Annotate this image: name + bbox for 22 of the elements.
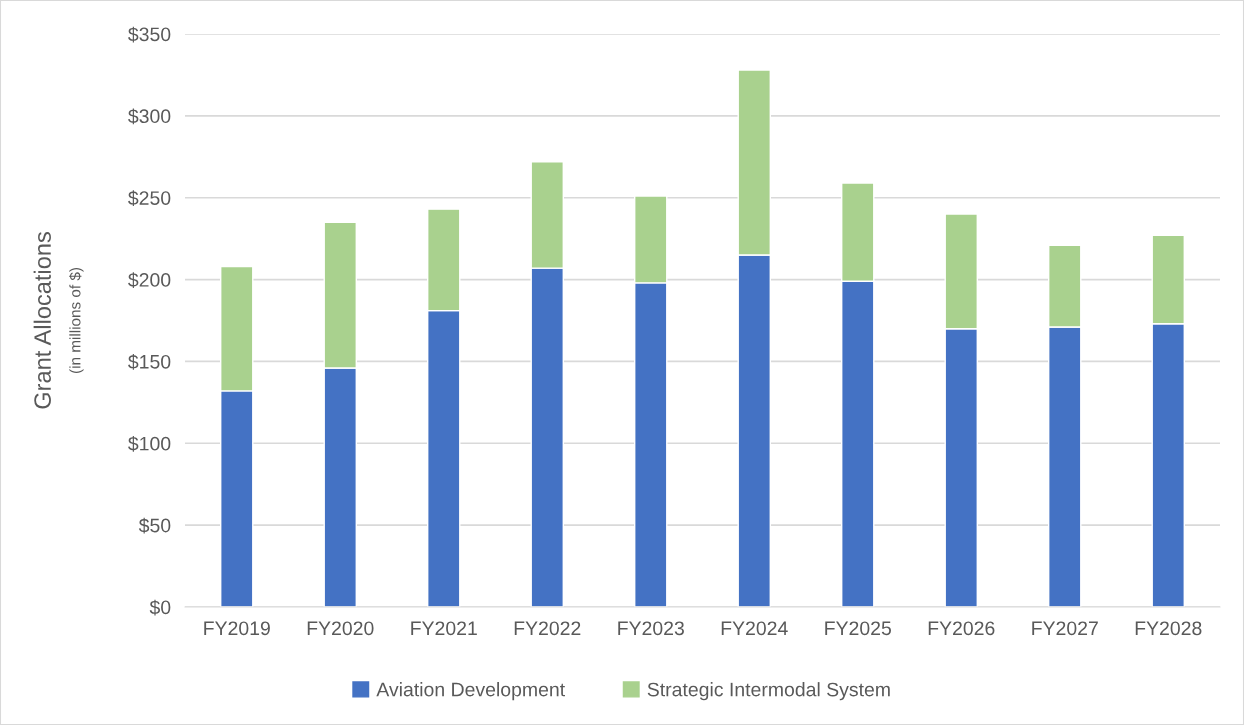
y-tick-label: $350 bbox=[128, 26, 171, 43]
y-tick-label: $200 bbox=[128, 272, 171, 288]
y-tick-label: $100 bbox=[128, 435, 171, 452]
x-tick-label: FY2023 bbox=[618, 621, 684, 636]
y-tick-label: $50 bbox=[138, 517, 171, 534]
x-tick-label: FY2021 bbox=[411, 621, 477, 636]
x-tick-label: FY2028 bbox=[1135, 621, 1202, 636]
y-tick-label: $150 bbox=[128, 354, 171, 370]
y-tick-label: $0 bbox=[149, 599, 171, 616]
x-tick-label: FY2027 bbox=[1032, 621, 1098, 636]
y-tick-label: $250 bbox=[128, 190, 171, 207]
x-tick-label: FY2020 bbox=[307, 621, 374, 636]
x-tick-label: FY2019 bbox=[204, 621, 270, 636]
x-tick-label: FY2024 bbox=[721, 621, 788, 636]
x-tick-label: FY2025 bbox=[825, 621, 891, 636]
legend-label: Aviation Development bbox=[376, 682, 565, 701]
legend-label: Strategic Intermodal System bbox=[647, 682, 890, 701]
y-tick-label: $300 bbox=[128, 108, 171, 125]
text: (in millions of $) bbox=[69, 267, 84, 374]
x-tick-label: FY2026 bbox=[928, 621, 995, 636]
x-tick-label: FY2022 bbox=[514, 621, 581, 636]
y-axis-title: Grant Allocations bbox=[33, 232, 51, 409]
